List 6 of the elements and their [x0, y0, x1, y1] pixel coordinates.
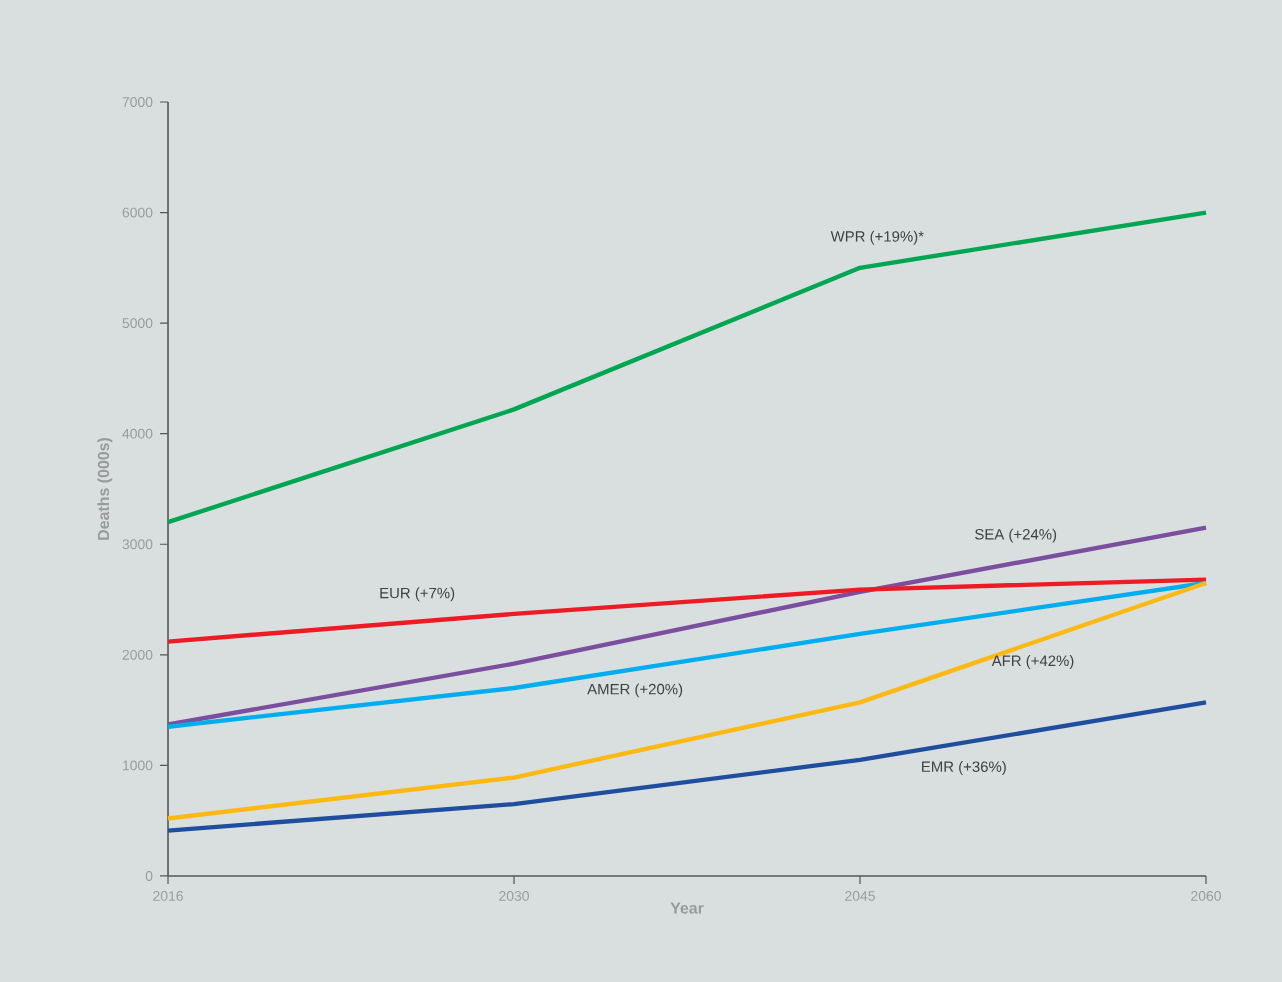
line-series — [165, 580, 1209, 821]
line-series — [165, 580, 1209, 729]
line-series — [165, 525, 1209, 727]
line-series — [165, 577, 1209, 644]
line-series — [165, 210, 1209, 525]
line-series — [165, 700, 1209, 833]
